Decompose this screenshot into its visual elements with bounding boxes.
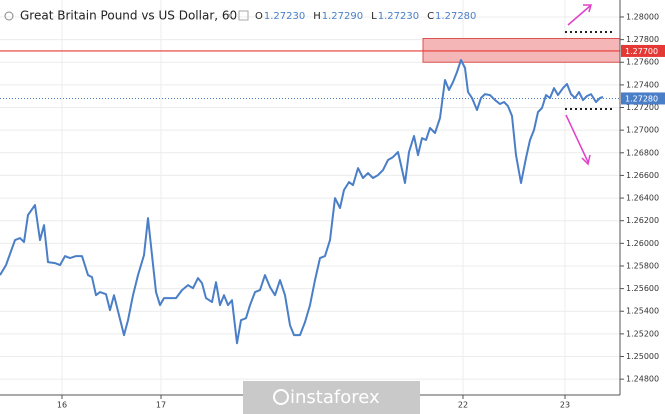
y-tick-label: 1.25600 — [626, 284, 659, 293]
arrow-down-head — [581, 154, 591, 166]
y-tick-label: 1.26800 — [626, 148, 659, 157]
y-tick-label: 1.25200 — [626, 329, 659, 338]
axes: 1.24800 1.25000 1.25200 1.25400 1.25600 1.258… — [57, 12, 665, 410]
plot — [0, 31, 621, 345]
y-tick-label: 1.24800 — [626, 375, 659, 384]
y-tick-label: 1.27400 — [626, 80, 659, 89]
y-tick-label: 1.25400 — [626, 307, 659, 316]
price-tag — [621, 44, 665, 57]
ohlc-value: 1.27230 — [378, 11, 419, 22]
price-tag — [621, 92, 665, 105]
y-tick-label: 1.27000 — [626, 126, 659, 135]
ohlc-value: 1.27280 — [435, 11, 476, 22]
x-tick-label: 22 — [458, 401, 468, 410]
settings-icon[interactable] — [238, 10, 249, 21]
ohlc-value: 1.27230 — [264, 11, 305, 22]
ohlc: O 1.27230 H 1.27290 L 1.27230 C 1.27280 — [255, 11, 476, 22]
y-tick-label: 1.26600 — [626, 171, 659, 180]
y-tick-label: 1.26000 — [626, 239, 659, 248]
ohlc-key: L — [371, 11, 377, 22]
header-icon — [4, 11, 14, 21]
arrows — [565, 4, 592, 166]
title: Great Britain Pound vs US Dollar, 60 — [20, 9, 237, 23]
logo-ring — [273, 389, 289, 405]
y-tick-label: 1.26200 — [626, 216, 659, 225]
x-tick-label: 17 — [156, 401, 166, 410]
watermark: instaforex — [290, 387, 380, 408]
watermark-bg — [243, 381, 420, 414]
ohlc-key: H — [313, 11, 321, 22]
price-line — [0, 59, 604, 345]
y-tick-label: 1.27800 — [626, 35, 659, 44]
price-tag-label: 1.27700 — [625, 47, 658, 56]
y-tick-label: 1.28000 — [626, 12, 659, 21]
arrow-up — [567, 5, 591, 26]
y-tick-label: 1.25000 — [626, 352, 659, 361]
dropdown-icon[interactable]: ▾ — [228, 12, 233, 22]
y-tick-label: 1.25800 — [626, 261, 659, 270]
arrow-down — [565, 114, 589, 163]
x-tick-label: 16 — [57, 401, 67, 410]
ohlc-key: C — [427, 11, 434, 22]
price-tag-label: 1.27280 — [625, 94, 658, 103]
y-tick-label: 1.27200 — [626, 103, 659, 112]
ohlc-key: O — [255, 11, 263, 22]
y-tick-label: 1.27600 — [626, 58, 659, 67]
ohlc-value: 1.27290 — [322, 11, 363, 22]
x-tick-label: 23 — [560, 401, 570, 410]
arrow-up-head — [583, 4, 592, 13]
watermark-logo — [273, 389, 289, 405]
y-tick-label: 1.26400 — [626, 194, 659, 203]
